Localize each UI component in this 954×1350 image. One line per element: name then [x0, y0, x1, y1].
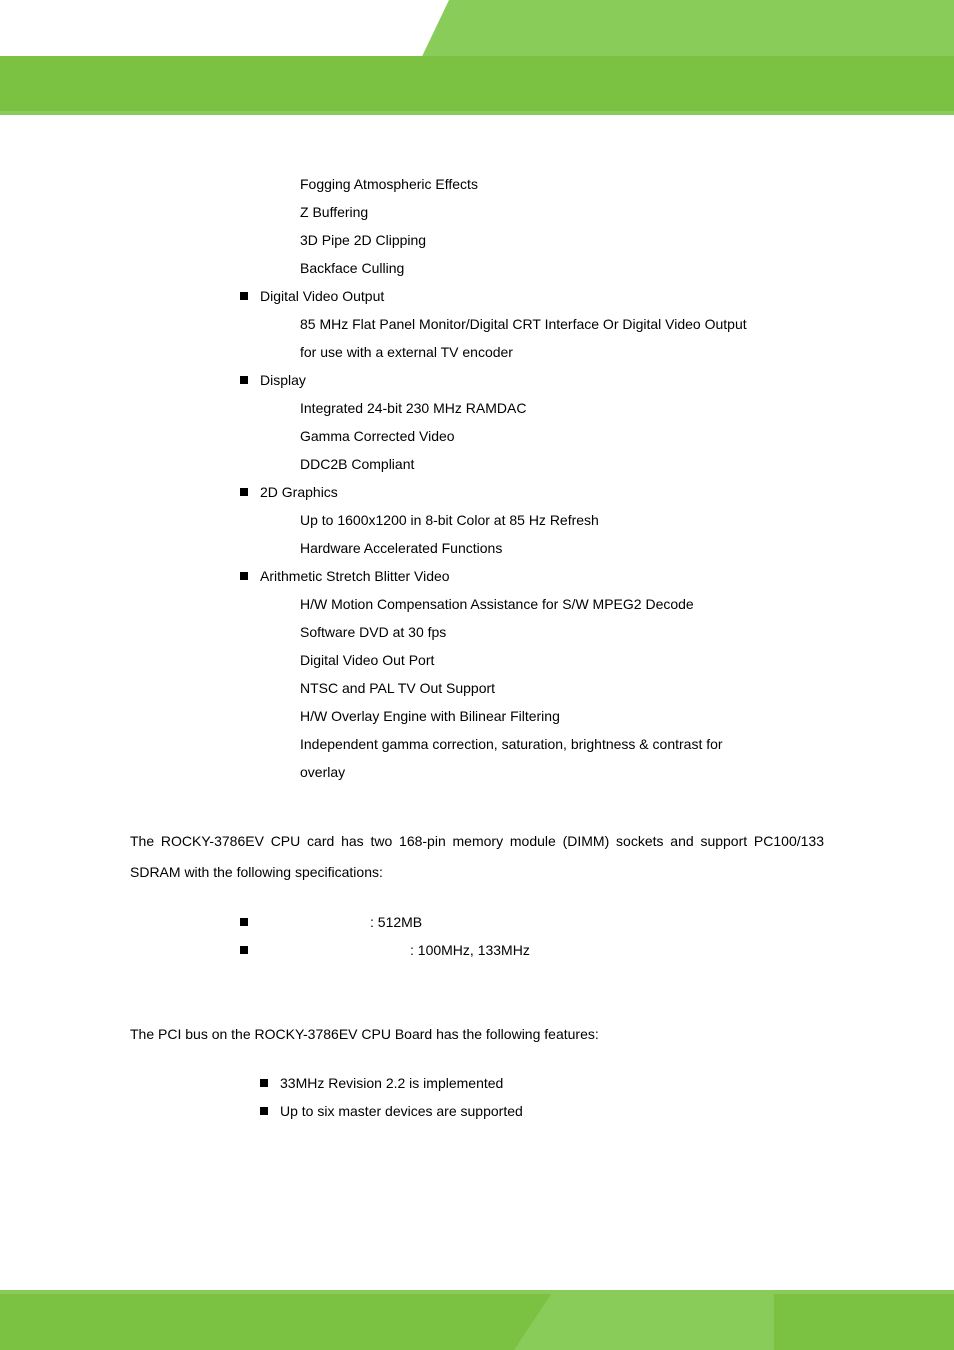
pci-item: 33MHz Revision 2.2 is implemented [130, 1069, 824, 1097]
section-digital-video: Digital Video Output [130, 282, 824, 310]
sub-item: Integrated 24-bit 230 MHz RAMDAC [130, 394, 824, 422]
square-bullet-icon [240, 376, 248, 384]
page-content: Fogging Atmospheric Effects Z Buffering … [130, 170, 824, 1125]
section-title: 2D Graphics [260, 484, 338, 500]
sub-item: Backface Culling [130, 254, 824, 282]
square-bullet-icon [240, 918, 248, 926]
square-bullet-icon [240, 572, 248, 580]
section-2d-graphics: 2D Graphics [130, 478, 824, 506]
page-header [0, 0, 954, 120]
section-display: Display [130, 366, 824, 394]
pci-list: 33MHz Revision 2.2 is implemented Up to … [130, 1069, 824, 1125]
section-title: Display [260, 372, 306, 388]
page-footer [0, 1270, 954, 1350]
spec-item-memory: : 512MB [130, 908, 824, 936]
spec-item-frequency: : 100MHz, 133MHz [130, 936, 824, 964]
sub-item: Hardware Accelerated Functions [130, 534, 824, 562]
footer-stripe [0, 1294, 954, 1350]
footer-angle-shape [514, 1290, 774, 1350]
section-title: Arithmetic Stretch Blitter Video [260, 568, 450, 584]
sub-item: Fogging Atmospheric Effects [130, 170, 824, 198]
sub-item: Up to 1600x1200 in 8-bit Color at 85 Hz … [130, 506, 824, 534]
spec-value: : 512MB [370, 914, 422, 930]
square-bullet-icon [240, 946, 248, 954]
square-bullet-icon [240, 292, 248, 300]
sub-item: overlay [130, 758, 824, 786]
sub-item: H/W Motion Compensation Assistance for S… [130, 590, 824, 618]
sub-item: Z Buffering [130, 198, 824, 226]
pci-text: Up to six master devices are supported [280, 1103, 523, 1119]
sub-item: 85 MHz Flat Panel Monitor/Digital CRT In… [130, 310, 824, 338]
pci-paragraph: The PCI bus on the ROCKY-3786EV CPU Boar… [130, 1019, 824, 1050]
pci-text: 33MHz Revision 2.2 is implemented [280, 1075, 503, 1091]
pci-item: Up to six master devices are supported [130, 1097, 824, 1125]
header-stripe-border [0, 111, 954, 115]
sub-item: NTSC and PAL TV Out Support [130, 674, 824, 702]
header-stripe [0, 56, 954, 111]
square-bullet-icon [240, 488, 248, 496]
sub-item: Independent gamma correction, saturation… [130, 730, 824, 758]
section-title: Digital Video Output [260, 288, 384, 304]
sub-item: for use with a external TV encoder [130, 338, 824, 366]
sub-item: H/W Overlay Engine with Bilinear Filteri… [130, 702, 824, 730]
sub-item: Digital Video Out Port [130, 646, 824, 674]
spec-list: : 512MB : 100MHz, 133MHz [130, 908, 824, 964]
sub-item: DDC2B Compliant [130, 450, 824, 478]
sub-item: Software DVD at 30 fps [130, 618, 824, 646]
sub-item: Gamma Corrected Video [130, 422, 824, 450]
memory-paragraph: The ROCKY-3786EV CPU card has two 168-pi… [130, 826, 824, 888]
square-bullet-icon [260, 1079, 268, 1087]
square-bullet-icon [260, 1107, 268, 1115]
spec-value: : 100MHz, 133MHz [410, 942, 530, 958]
section-arithmetic: Arithmetic Stretch Blitter Video [130, 562, 824, 590]
sub-item: 3D Pipe 2D Clipping [130, 226, 824, 254]
